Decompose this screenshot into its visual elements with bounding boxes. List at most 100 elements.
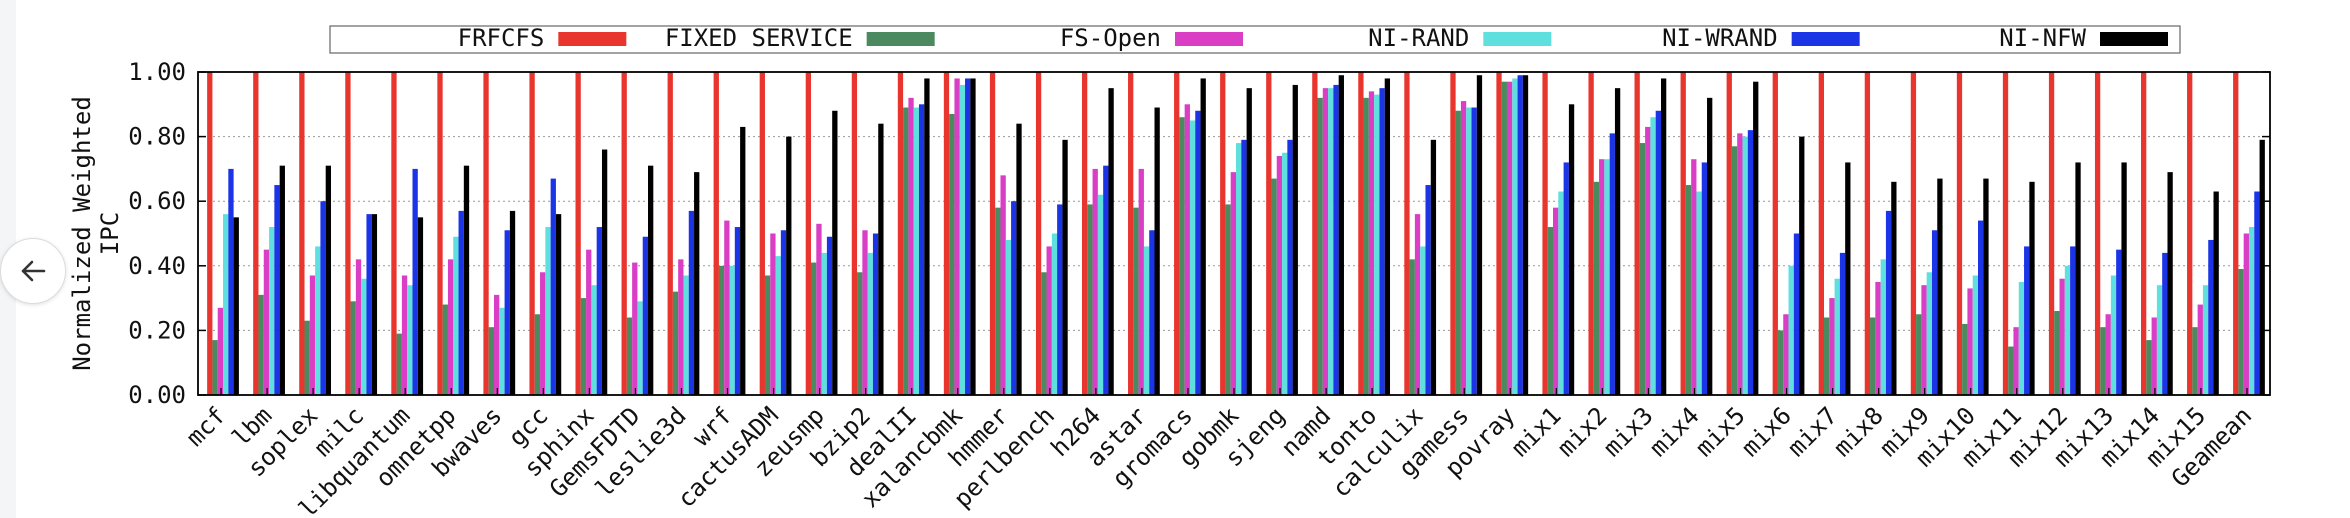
bar-ni-wrand	[504, 230, 510, 395]
bar-ni-nfw	[786, 136, 792, 395]
bar-fs-open	[1046, 246, 1052, 395]
bar-ni-wrand	[826, 236, 833, 395]
bar-ni-wrand	[1241, 139, 1247, 395]
bar-ni-wrand	[2116, 249, 2122, 395]
bar-ni-nfw	[1430, 139, 1437, 395]
bar-ni-nfw	[970, 78, 976, 396]
bar-fs-open	[2013, 327, 2019, 395]
bar-fixed-service	[811, 262, 817, 395]
bar-ni-rand	[269, 227, 275, 395]
bar-ni-rand	[1051, 233, 1058, 395]
bar-ni-wrand	[1287, 139, 1293, 395]
y-tick-label: 0.80	[128, 123, 186, 151]
bar-fixed-service	[1225, 204, 1231, 395]
bar-frfcfs	[1312, 72, 1318, 395]
bar-ni-wrand	[872, 233, 879, 395]
bar-fs-open	[862, 230, 868, 395]
bar-ni-wrand	[596, 227, 602, 395]
y-tick-label: 0.60	[128, 187, 186, 215]
bar-fs-open	[1967, 288, 1973, 395]
bar-frfcfs	[1266, 72, 1272, 395]
bar-ni-rand	[1097, 194, 1104, 395]
x-tick-label: mcf	[181, 401, 231, 451]
bar-ni-rand	[361, 278, 367, 395]
bar-fs-open	[2151, 317, 2157, 395]
bar-fixed-service	[1731, 146, 1738, 395]
bar-fs-open	[632, 262, 638, 395]
bar-ni-rand	[2110, 275, 2117, 395]
bar-ni-nfw	[1937, 178, 1943, 395]
x-tick-label: mix7	[1782, 401, 1843, 462]
bar-frfcfs	[2048, 72, 2055, 395]
bar-ni-wrand	[1609, 133, 1615, 395]
bar-fs-open	[1506, 81, 1513, 395]
bar-fs-open	[816, 223, 822, 395]
bar-ni-nfw	[371, 214, 378, 395]
bar-ni-nfw	[1753, 81, 1759, 395]
bar-ni-rand	[315, 246, 321, 395]
bar-ni-wrand	[550, 178, 556, 395]
legend-swatch	[2100, 32, 2168, 46]
bar-ni-nfw	[2075, 162, 2081, 395]
bar-ni-nfw	[2029, 181, 2035, 395]
bar-frfcfs	[345, 72, 351, 395]
bar-fs-open	[1368, 91, 1375, 395]
bar-ni-wrand	[1195, 110, 1201, 395]
bar-ni-nfw	[417, 217, 424, 395]
bar-frfcfs	[1542, 72, 1548, 395]
bar-ni-rand	[683, 275, 689, 395]
bar-ni-nfw	[740, 126, 746, 395]
bar-fs-open	[1875, 281, 1881, 395]
bar-frfcfs	[2094, 72, 2101, 395]
bar-ni-nfw	[1891, 181, 1897, 395]
bar-ni-wrand	[2162, 252, 2168, 395]
legend-label: FRFCFS	[458, 24, 545, 52]
bar-ni-rand	[453, 236, 459, 395]
bar-fs-open	[447, 259, 454, 395]
bar-ni-nfw	[2167, 172, 2173, 395]
bar-frfcfs	[1680, 72, 1686, 395]
bar-fs-open	[1092, 168, 1098, 395]
bar-ni-nfw	[1799, 136, 1805, 395]
x-tick-label: mix5	[1690, 401, 1751, 462]
bar-ni-rand	[1189, 120, 1196, 395]
bar-ni-rand	[1788, 265, 1794, 395]
bar-ni-wrand	[1655, 110, 1661, 395]
bar-ni-rand	[1696, 191, 1702, 395]
legend: FRFCFS FIXED SERVICE FS-Open NI-RAND NI-WRAN…	[329, 24, 2181, 54]
y-tick-label: 0.40	[128, 252, 186, 280]
bar-fixed-service	[857, 272, 863, 395]
bar-frfcfs	[621, 72, 627, 395]
bar-frfcfs	[1726, 72, 1732, 395]
bar-ni-wrand	[274, 185, 280, 395]
bar-ni-rand	[1604, 159, 1610, 395]
bar-ni-nfw	[1338, 75, 1344, 395]
bar-ni-wrand	[2024, 246, 2030, 395]
bar-ni-rand	[1650, 117, 1656, 395]
plot-frame	[197, 71, 2271, 396]
bar-ni-wrand	[1149, 230, 1155, 395]
bar-fs-open	[401, 275, 408, 395]
back-button[interactable]	[0, 238, 66, 304]
bar-fixed-service	[350, 301, 356, 395]
bar-fs-open	[1599, 159, 1605, 395]
bar-ni-wrand	[1425, 185, 1431, 395]
bar-ni-wrand	[1701, 162, 1708, 395]
bar-frfcfs	[1128, 72, 1134, 395]
bar-frfcfs	[529, 72, 535, 395]
bar-frfcfs	[1035, 72, 1042, 395]
bar-ni-rand	[821, 252, 827, 395]
legend-label: NI-WRAND	[1662, 24, 1778, 52]
bar-fs-open	[263, 249, 270, 395]
bar-frfcfs	[759, 72, 765, 395]
bar-frfcfs	[1174, 72, 1180, 395]
bar-fixed-service	[1317, 97, 1323, 395]
bar-ni-rand	[2018, 281, 2025, 395]
bar-ni-nfw	[1384, 78, 1391, 396]
bar-ni-rand	[913, 107, 919, 395]
bar-fixed-service	[1916, 314, 1922, 395]
bar-frfcfs	[897, 72, 904, 395]
bar-frfcfs	[1404, 72, 1410, 395]
bar-ni-nfw	[463, 165, 470, 395]
bar-ni-wrand	[366, 214, 372, 395]
